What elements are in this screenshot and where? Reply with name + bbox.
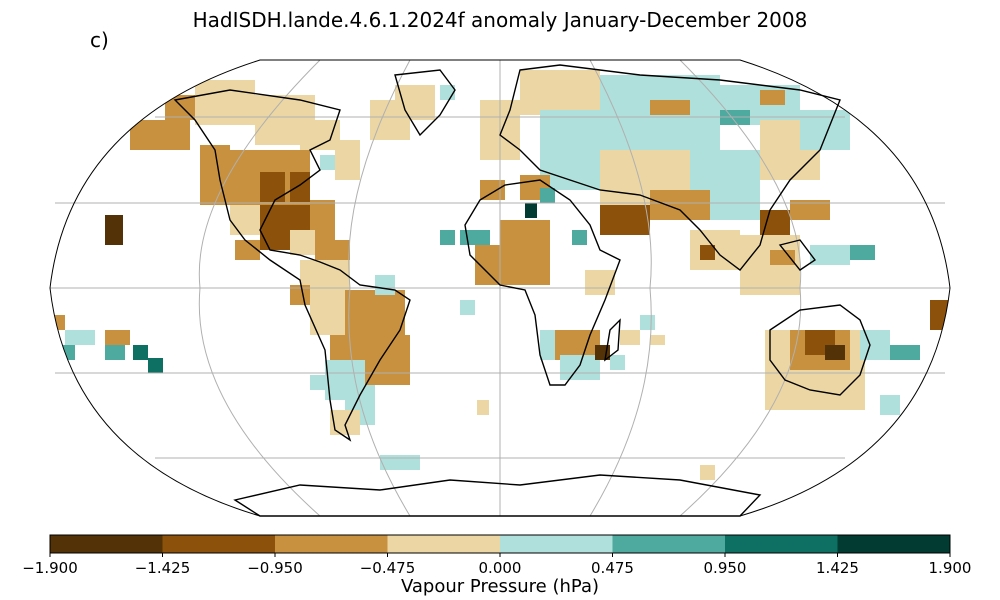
- colorbar-tick-label: 1.425: [816, 559, 859, 577]
- colorbar-segment: [612, 535, 726, 553]
- colorbar-tick-label: 0.475: [591, 559, 634, 577]
- map-title: HadISDH.lande.4.6.1.2024f anomaly Januar…: [192, 8, 808, 32]
- colorbar-tick-label: 0.950: [704, 559, 747, 577]
- colorbar-segment: [275, 535, 388, 553]
- colorbar: [49, 534, 951, 554]
- colorbar-ticks: −1.900 −1.425 −0.950 −0.475 0.000 0.475 0.950 1…: [22, 553, 971, 577]
- colorbar-tick-label: −0.475: [360, 559, 416, 577]
- graticule: [50, 59, 950, 517]
- colorbar-label: Vapour Pressure (hPa): [400, 576, 600, 597]
- colorbar-tick-label: −0.950: [247, 559, 303, 577]
- colorbar-segment: [162, 535, 276, 553]
- colorbar-tick-label: 0.000: [479, 559, 522, 577]
- globe-outline: [49, 59, 951, 517]
- colorbar-segment: [387, 535, 501, 553]
- colorbar-segment: [837, 535, 951, 553]
- colorbar-segment: [50, 535, 163, 553]
- colorbar-segment: [500, 535, 613, 553]
- panel-label: c): [90, 28, 109, 52]
- colorbar-segment: [725, 535, 838, 553]
- colorbar-tick-label: −1.425: [135, 559, 191, 577]
- colorbar-tick-label: 1.900: [929, 559, 972, 577]
- colorbar-tick-label: −1.900: [22, 559, 78, 577]
